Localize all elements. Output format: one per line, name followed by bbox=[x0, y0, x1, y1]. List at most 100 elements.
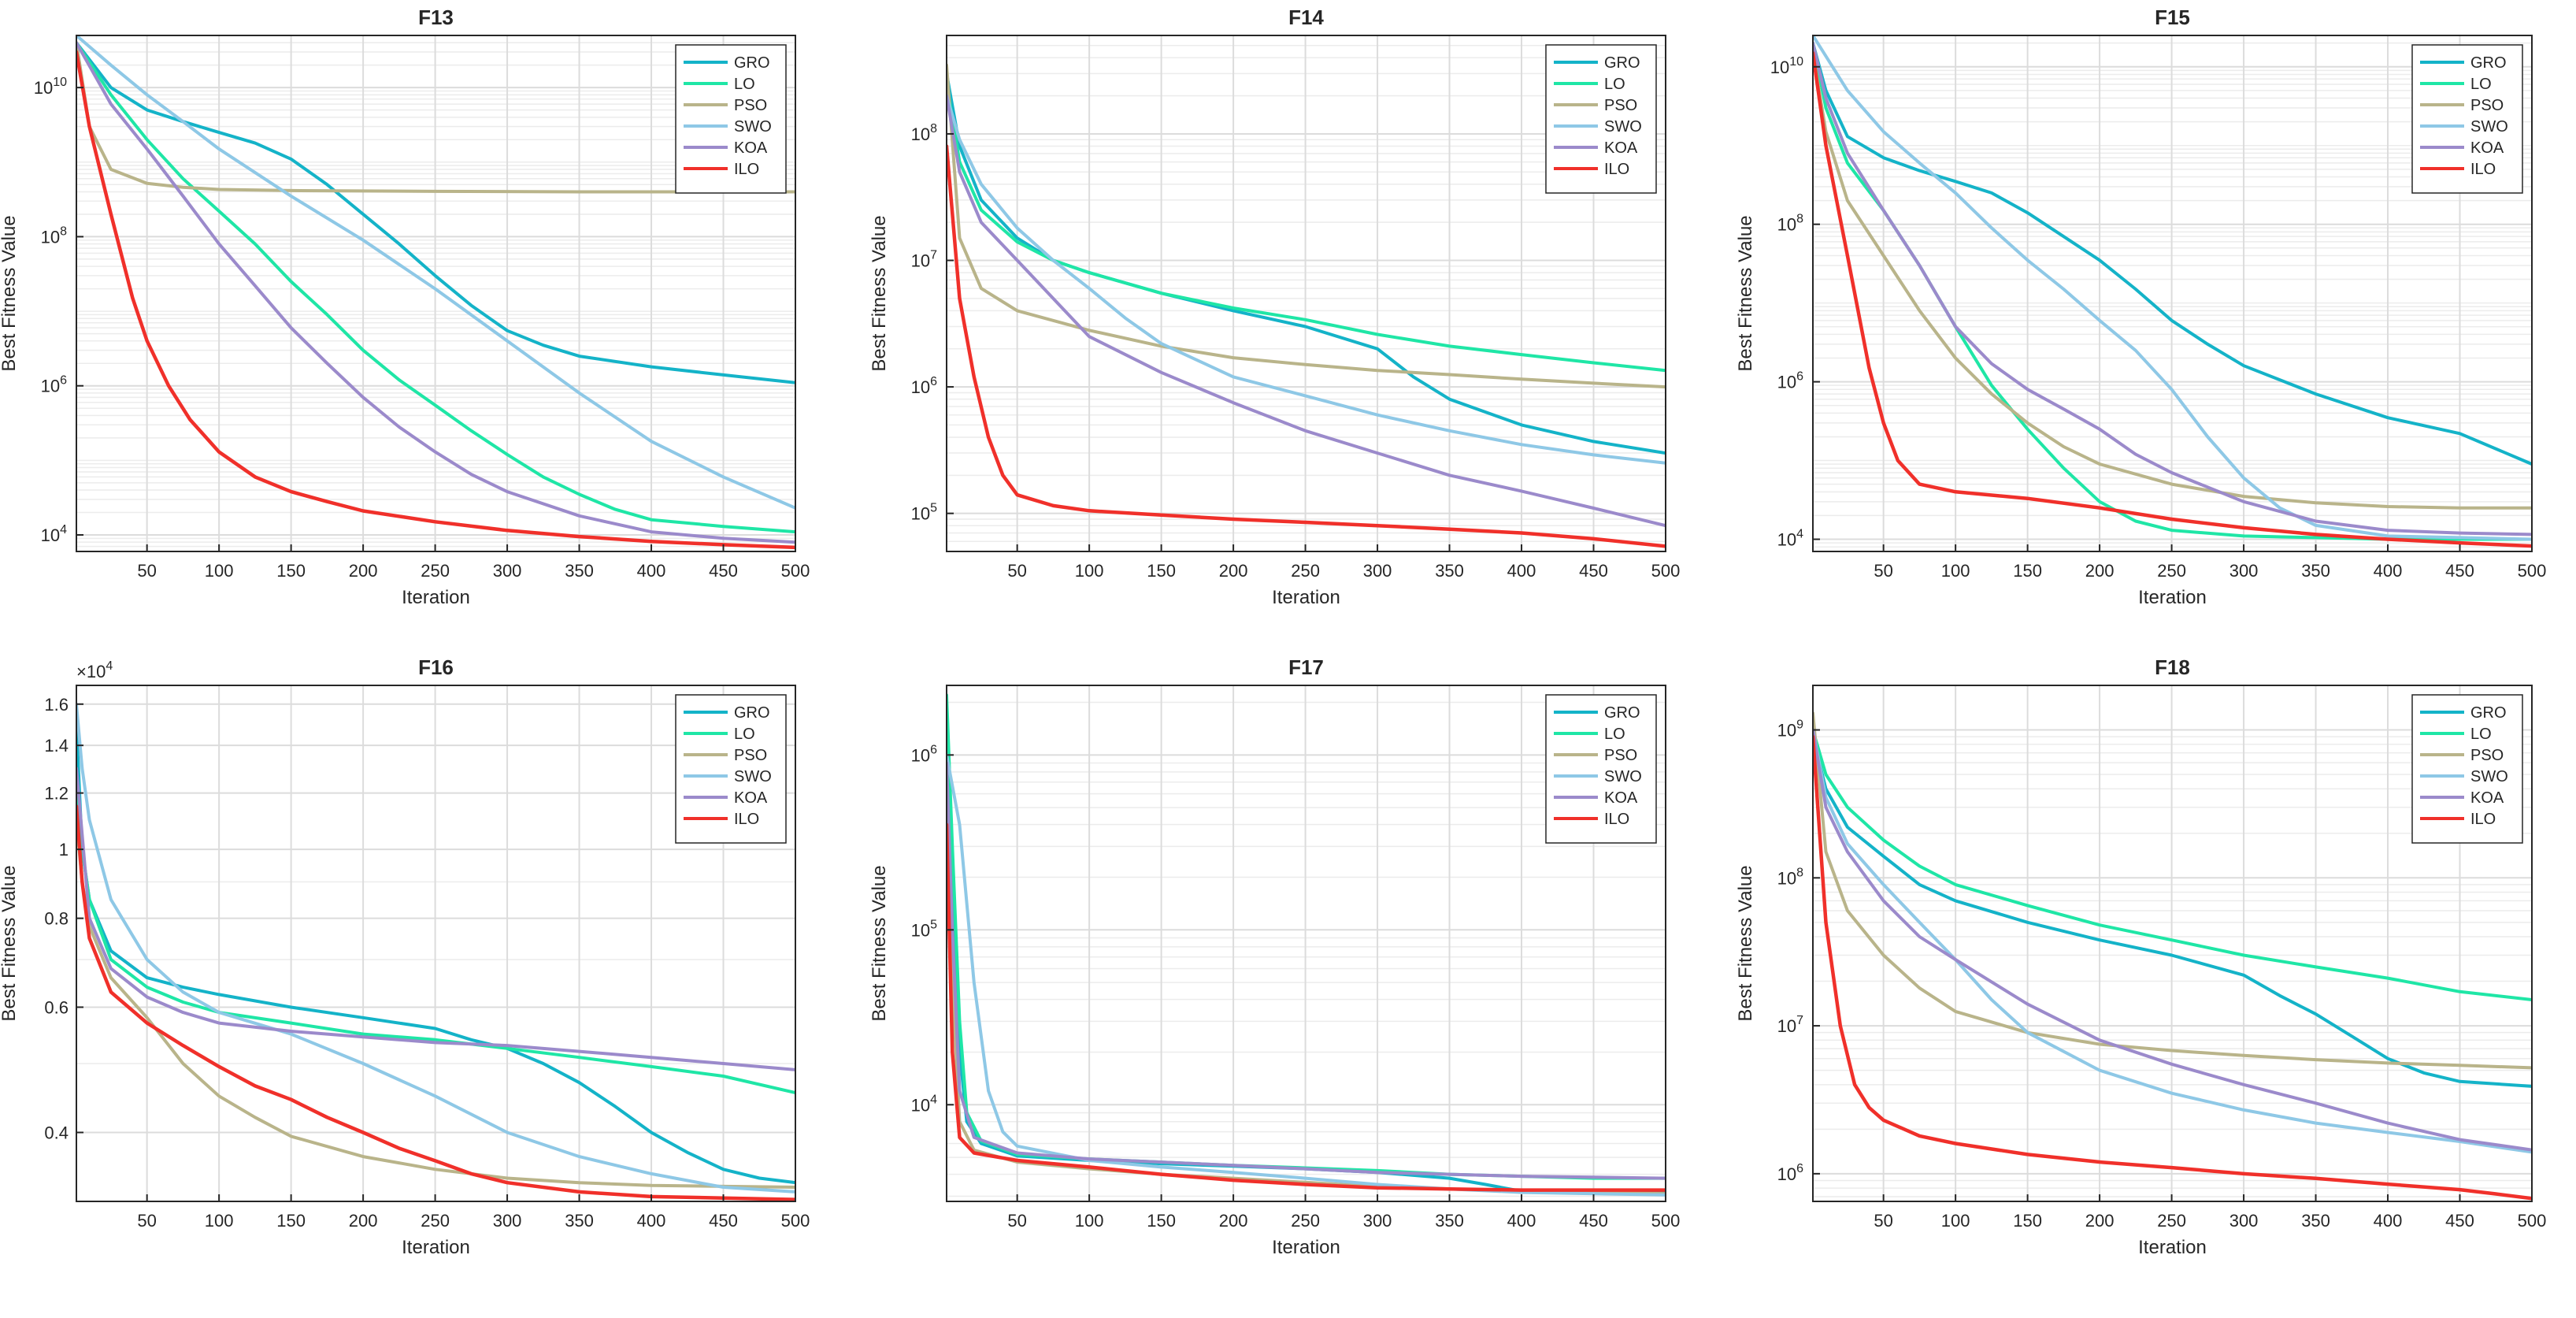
series-line-koa bbox=[76, 41, 795, 544]
x-tick-label: 350 bbox=[2301, 561, 2330, 581]
grid bbox=[76, 35, 796, 551]
y-axis-label: Best Fitness Value bbox=[1735, 215, 1756, 371]
legend-label-swo: SWO bbox=[734, 118, 772, 136]
legend-label-swo: SWO bbox=[734, 768, 772, 785]
series-line-koa bbox=[947, 761, 1666, 1180]
series-line-pso bbox=[76, 41, 795, 194]
x-tick-label: 500 bbox=[781, 561, 810, 581]
series-line-pso bbox=[1813, 711, 2532, 1070]
y-tick-label: 1.4 bbox=[44, 736, 69, 756]
x-tick-label: 200 bbox=[1219, 1211, 1248, 1231]
chart-title: F18 bbox=[2155, 655, 2190, 679]
x-tick-label: 100 bbox=[1075, 1211, 1104, 1231]
series-line-gro bbox=[76, 41, 795, 384]
x-tick-label: 100 bbox=[1941, 1211, 1970, 1231]
x-tick-label: 300 bbox=[2229, 1211, 2259, 1231]
series-line-gro bbox=[947, 72, 1666, 455]
legend: GRO LO PSO SWO KOA ILO bbox=[2411, 44, 2523, 194]
x-tick-label: 250 bbox=[2157, 1211, 2186, 1231]
chart-title: F15 bbox=[2155, 6, 2190, 29]
x-tick-label: 150 bbox=[2013, 1211, 2042, 1231]
x-axis-label: Iteration bbox=[2138, 587, 2207, 608]
series-line-pso bbox=[76, 818, 795, 1189]
y-tick-label: 108 bbox=[1777, 866, 1803, 888]
chart-f14: 50 100 150 200 250 300 350 400 450 500 105 106 107 10… bbox=[869, 6, 1680, 608]
series-line-gro bbox=[76, 722, 795, 1185]
x-tick-label: 200 bbox=[2085, 561, 2115, 581]
legend-label-koa: KOA bbox=[2470, 139, 2504, 157]
x-tick-label: 300 bbox=[1363, 1211, 1392, 1231]
legend-label-swo: SWO bbox=[1604, 768, 1642, 785]
y-tick-label: 107 bbox=[1777, 1014, 1803, 1036]
series-lines bbox=[1813, 711, 2532, 1201]
legend-label-gro: GRO bbox=[2470, 54, 2507, 72]
series-line-ilo bbox=[947, 144, 1666, 548]
chart-f17: 50 100 150 200 250 300 350 400 450 500 104 105 106 F1… bbox=[869, 655, 1680, 1258]
series-line-lo bbox=[1813, 728, 2532, 1001]
y-tick-label: 108 bbox=[41, 225, 67, 247]
x-tick-label: 200 bbox=[349, 561, 378, 581]
x-tick-label: 100 bbox=[205, 1211, 234, 1231]
y-tick-label: 104 bbox=[911, 1093, 937, 1115]
x-tick-label: 400 bbox=[637, 1211, 666, 1231]
x-tick-label: 450 bbox=[1579, 1211, 1608, 1231]
series-line-koa bbox=[947, 94, 1666, 528]
series-line-lo bbox=[947, 82, 1666, 373]
legend-label-koa: KOA bbox=[1604, 139, 1638, 157]
legend-label-lo: LO bbox=[1604, 726, 1625, 743]
y-tick-label: 108 bbox=[911, 122, 937, 144]
series-line-lo bbox=[76, 791, 795, 1094]
legend-label-ilo: ILO bbox=[1604, 811, 1629, 828]
legend-label-lo: LO bbox=[2470, 726, 2492, 743]
series-line-swo bbox=[1813, 728, 2532, 1154]
series-line-koa bbox=[1813, 41, 2532, 536]
series-line-koa bbox=[76, 767, 795, 1071]
legend-label-lo: LO bbox=[2470, 76, 2492, 93]
legend-label-koa: KOA bbox=[2470, 789, 2504, 807]
y-tick-label: 1 bbox=[59, 840, 69, 859]
x-tick-label: 250 bbox=[421, 561, 450, 581]
series-line-swo bbox=[76, 35, 795, 510]
x-tick-label: 50 bbox=[1874, 561, 1892, 581]
x-tick-label: 350 bbox=[1435, 1211, 1464, 1231]
y-tick-label: 109 bbox=[1777, 718, 1803, 741]
x-tick-label: 500 bbox=[2518, 1211, 2547, 1231]
x-tick-label: 100 bbox=[1075, 561, 1104, 581]
legend-label-koa: KOA bbox=[734, 139, 768, 157]
x-tick-label: 200 bbox=[2085, 1211, 2115, 1231]
x-tick-label: 400 bbox=[1507, 1211, 1536, 1231]
legend-label-swo: SWO bbox=[2470, 118, 2508, 136]
series-line-ilo bbox=[76, 804, 795, 1201]
y-tick-label: 0.4 bbox=[44, 1123, 69, 1142]
legend: GRO LO PSO SWO KOA ILO bbox=[1545, 44, 1657, 194]
y-tick-label: 107 bbox=[911, 249, 937, 271]
y-axis-label: Best Fitness Value bbox=[869, 215, 890, 371]
x-tick-label: 100 bbox=[205, 561, 234, 581]
y-tick-label: 1010 bbox=[34, 76, 67, 98]
series-lines bbox=[76, 702, 795, 1201]
x-tick-label: 400 bbox=[637, 561, 666, 581]
x-tick-label: 250 bbox=[2157, 561, 2186, 581]
x-tick-label: 500 bbox=[781, 1211, 810, 1231]
chart-title: F13 bbox=[418, 6, 454, 29]
series-line-swo bbox=[947, 94, 1666, 465]
series-line-ilo bbox=[1813, 734, 2532, 1201]
x-axis-label: Iteration bbox=[1272, 1237, 1340, 1258]
legend-label-pso: PSO bbox=[2470, 747, 2504, 764]
y-axis-label: Best Fitness Value bbox=[1735, 865, 1756, 1021]
legend-label-gro: GRO bbox=[734, 54, 770, 72]
legend: GRO LO PSO SWO KOA ILO bbox=[2411, 694, 2523, 844]
x-axis-label: Iteration bbox=[1272, 587, 1340, 608]
chart-title: F16 bbox=[418, 655, 454, 679]
y-axis-label: Best Fitness Value bbox=[0, 215, 20, 371]
x-axis-label: Iteration bbox=[2138, 1237, 2207, 1258]
legend-label-swo: SWO bbox=[1604, 118, 1642, 136]
y-tick-label: 106 bbox=[1777, 1162, 1803, 1184]
x-tick-label: 350 bbox=[2301, 1211, 2330, 1231]
legend-label-pso: PSO bbox=[1604, 747, 1637, 764]
x-tick-label: 500 bbox=[1651, 561, 1681, 581]
x-tick-label: 250 bbox=[421, 1211, 450, 1231]
x-tick-label: 50 bbox=[1007, 561, 1026, 581]
legend-label-pso: PSO bbox=[734, 97, 767, 114]
